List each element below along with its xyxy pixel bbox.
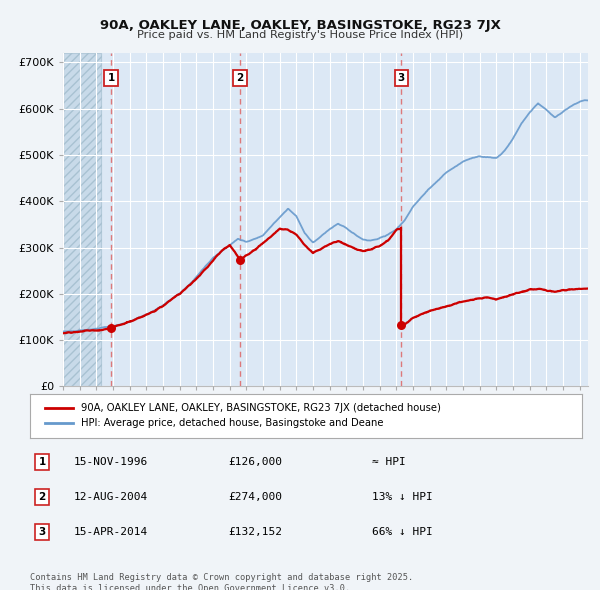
Text: Price paid vs. HM Land Registry's House Price Index (HPI): Price paid vs. HM Land Registry's House … bbox=[137, 30, 463, 40]
Text: £126,000: £126,000 bbox=[229, 457, 283, 467]
Text: 2: 2 bbox=[236, 73, 244, 83]
Text: 66% ↓ HPI: 66% ↓ HPI bbox=[372, 527, 433, 537]
Text: 3: 3 bbox=[398, 73, 405, 83]
Text: 1: 1 bbox=[107, 73, 115, 83]
Text: £132,152: £132,152 bbox=[229, 527, 283, 537]
Legend: 90A, OAKLEY LANE, OAKLEY, BASINGSTOKE, RG23 7JX (detached house), HPI: Average p: 90A, OAKLEY LANE, OAKLEY, BASINGSTOKE, R… bbox=[41, 399, 445, 432]
Text: £274,000: £274,000 bbox=[229, 492, 283, 502]
Text: Contains HM Land Registry data © Crown copyright and database right 2025.
This d: Contains HM Land Registry data © Crown c… bbox=[30, 573, 413, 590]
Text: 3: 3 bbox=[38, 527, 46, 537]
Text: 1: 1 bbox=[38, 457, 46, 467]
Text: 15-NOV-1996: 15-NOV-1996 bbox=[74, 457, 148, 467]
Text: ≈ HPI: ≈ HPI bbox=[372, 457, 406, 467]
Text: 13% ↓ HPI: 13% ↓ HPI bbox=[372, 492, 433, 502]
Text: 2: 2 bbox=[38, 492, 46, 502]
Text: 12-AUG-2004: 12-AUG-2004 bbox=[74, 492, 148, 502]
Text: 90A, OAKLEY LANE, OAKLEY, BASINGSTOKE, RG23 7JX: 90A, OAKLEY LANE, OAKLEY, BASINGSTOKE, R… bbox=[100, 19, 500, 32]
Text: 15-APR-2014: 15-APR-2014 bbox=[74, 527, 148, 537]
